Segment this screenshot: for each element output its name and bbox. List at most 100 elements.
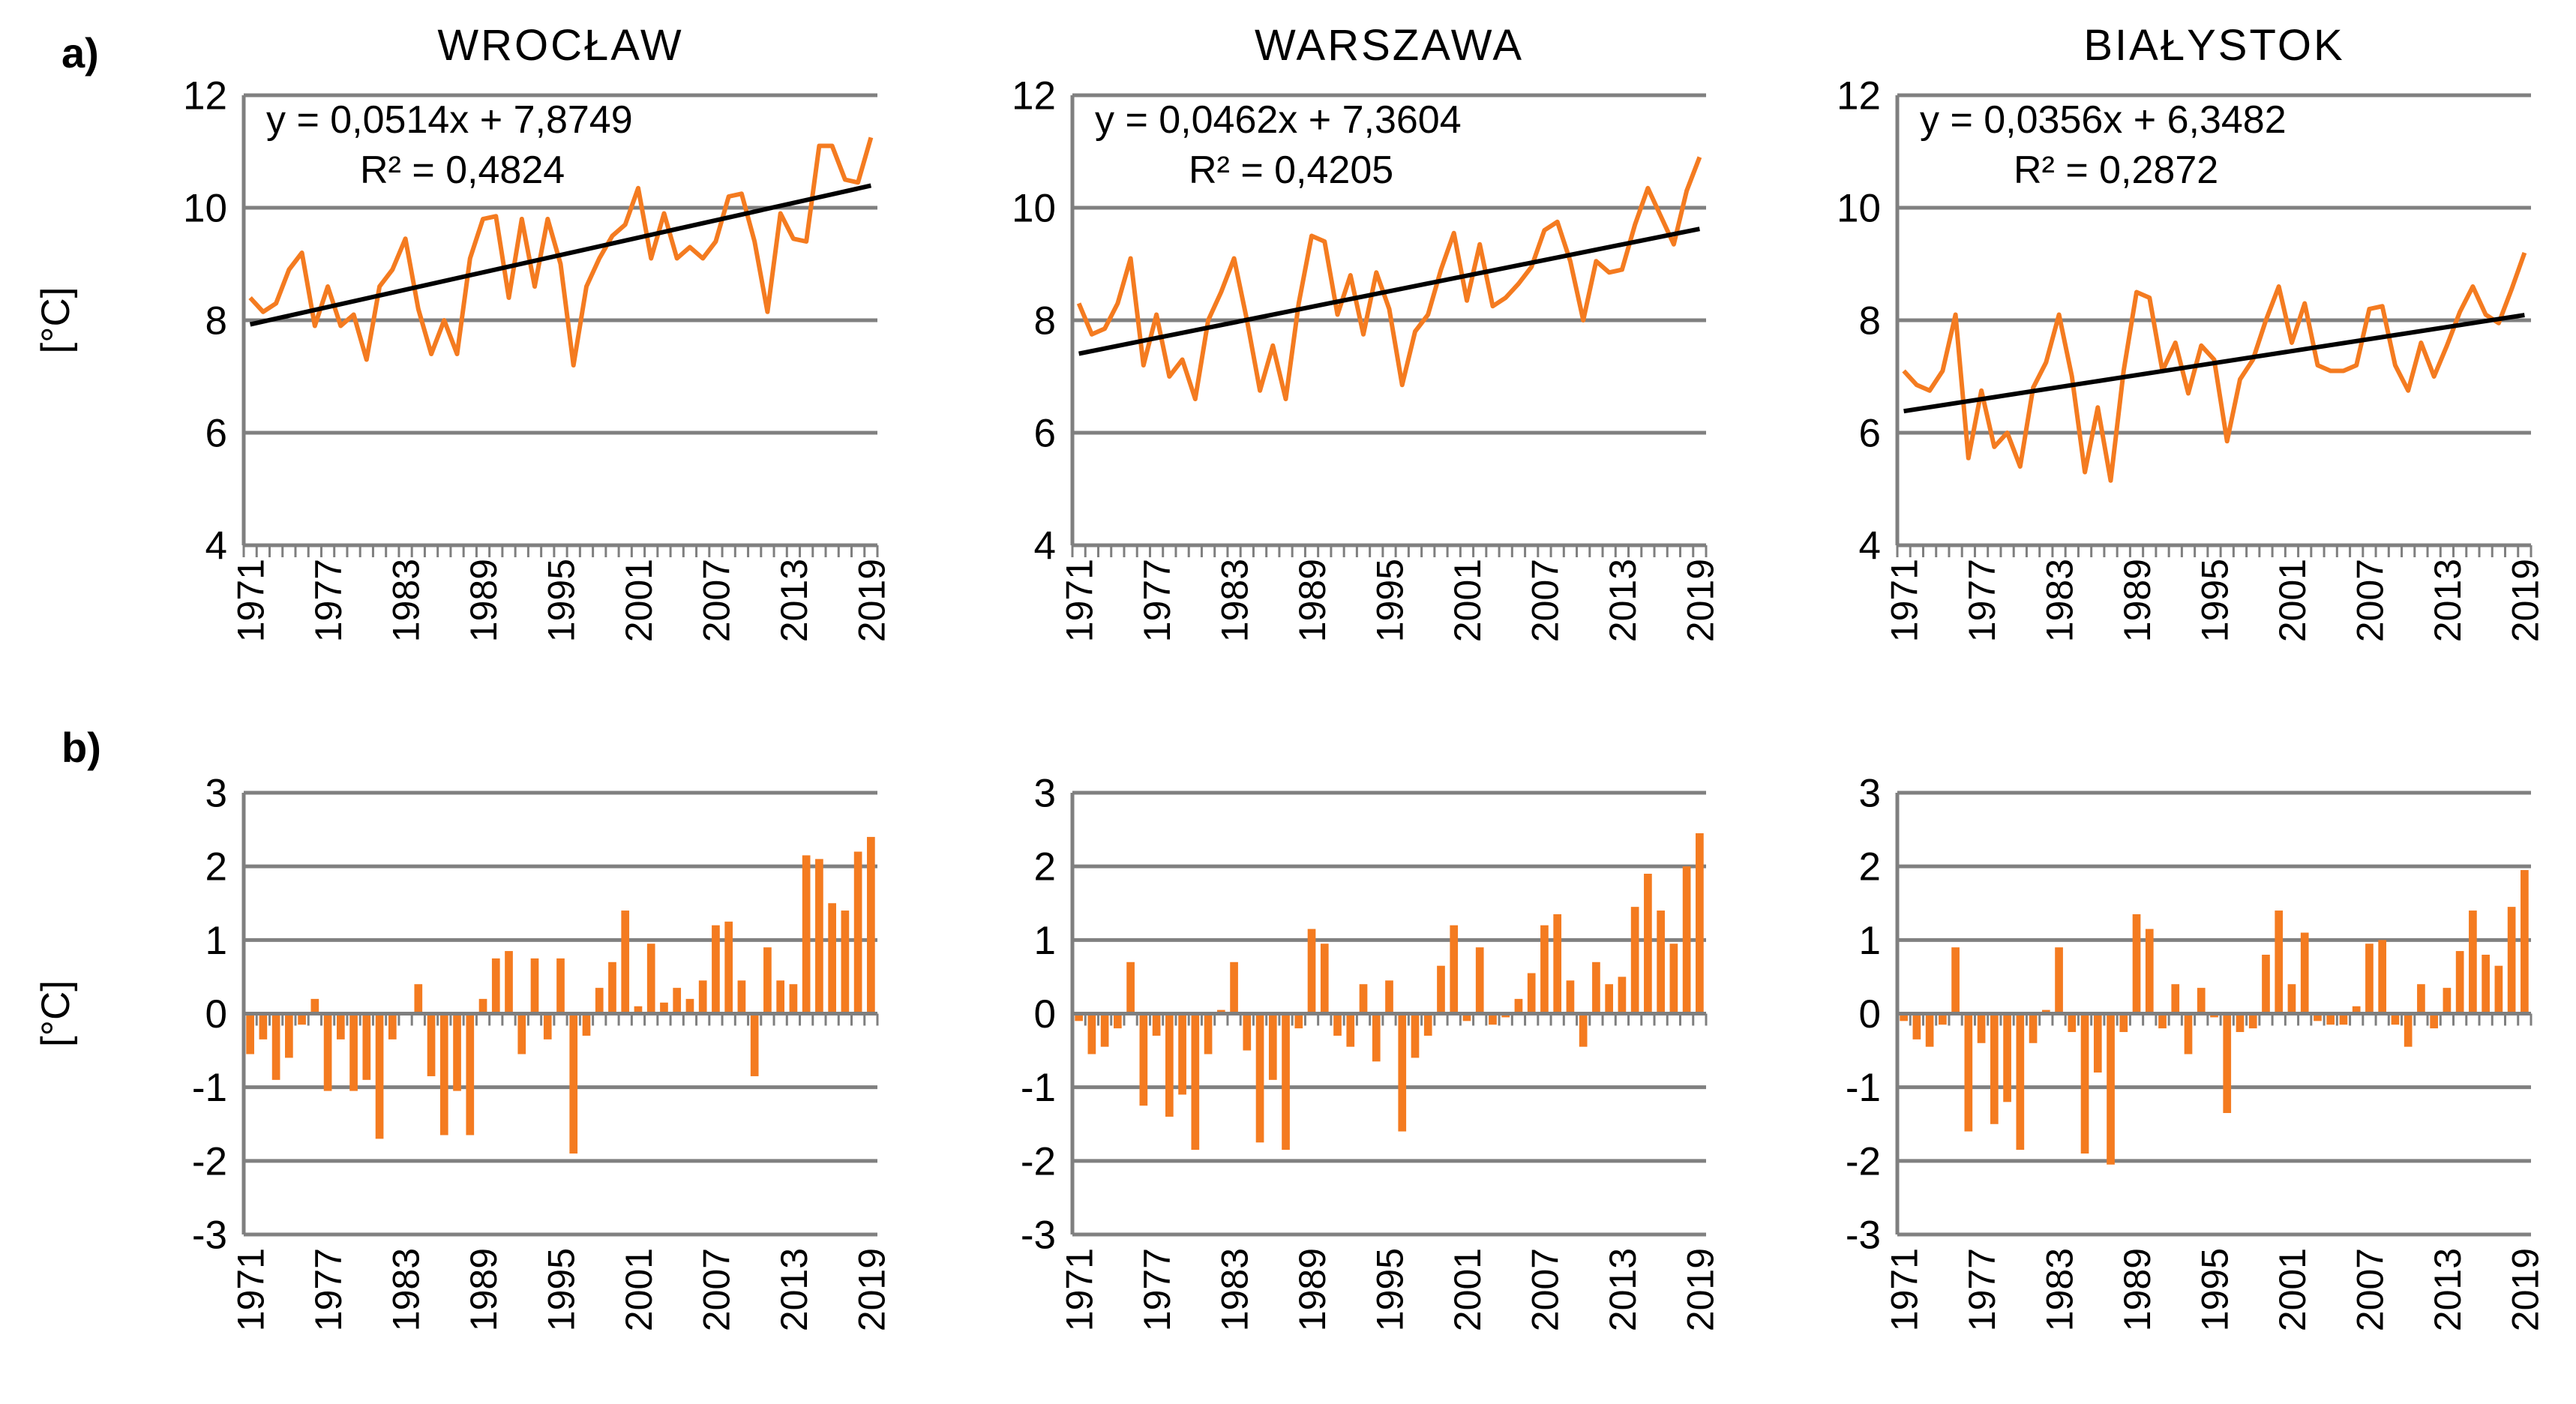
x-tick-label: 2001 — [618, 559, 660, 642]
bar — [1990, 1013, 1999, 1124]
bar — [2443, 988, 2452, 1014]
bar — [582, 1013, 591, 1036]
x-tick-label: 2007 — [695, 559, 737, 642]
bar — [1657, 910, 1665, 1014]
bar — [2339, 1013, 2348, 1025]
bar — [2171, 984, 2180, 1014]
bar — [1630, 907, 1639, 1014]
bar — [673, 988, 682, 1014]
bar — [310, 998, 319, 1014]
panel-label-b: b) — [61, 724, 101, 771]
bar — [1294, 1013, 1303, 1029]
bar — [2430, 1013, 2439, 1029]
bar — [1696, 832, 1704, 1014]
x-tick-label: 1995 — [1369, 559, 1411, 642]
bar — [2197, 988, 2206, 1014]
bar — [285, 1013, 293, 1058]
y-tick-label: 2 — [205, 845, 227, 890]
y-tick-label: -3 — [192, 1214, 227, 1258]
y-tick-label: 8 — [205, 299, 227, 344]
bar — [1579, 1013, 1588, 1047]
y-tick-label: -3 — [1021, 1214, 1056, 1258]
bar — [1540, 925, 1549, 1014]
x-tick-label: 2001 — [2272, 559, 2314, 642]
bar — [841, 910, 850, 1014]
bar — [1475, 947, 1484, 1014]
bar — [375, 1013, 384, 1139]
y-tick-label: 8 — [1034, 299, 1056, 344]
bar — [2248, 1013, 2257, 1029]
y-tick-label: 1 — [1859, 919, 1881, 963]
x-tick-label: 1995 — [2194, 559, 2236, 642]
bar — [336, 1013, 345, 1040]
bar — [2093, 1013, 2102, 1073]
bar — [621, 910, 630, 1014]
bar — [2507, 907, 2516, 1014]
x-tick-label: 2013 — [1602, 559, 1644, 642]
bar — [2107, 1013, 2115, 1165]
bar — [2275, 910, 2284, 1014]
bar — [1592, 962, 1600, 1014]
y-tick-label: 3 — [205, 772, 227, 816]
bar — [802, 855, 811, 1014]
chart-b-białystok: -3 -2 -1 0 1 2 3 1971 1977 1983 1989 1995 2001 2007 20… — [1846, 772, 2547, 1332]
bar — [1900, 1013, 1908, 1022]
bar — [2494, 965, 2503, 1014]
bar — [414, 984, 423, 1014]
bar — [698, 980, 707, 1014]
bar — [246, 1013, 254, 1054]
bar — [1243, 1013, 1252, 1051]
bar — [2455, 951, 2464, 1014]
y-tick-label: -2 — [1021, 1139, 1056, 1184]
bar — [1566, 980, 1575, 1014]
bar — [478, 998, 487, 1014]
y-tick-label: 1 — [205, 919, 227, 963]
bar — [1618, 976, 1627, 1014]
bar — [2262, 954, 2270, 1014]
bar — [2236, 1013, 2245, 1033]
bar — [712, 925, 720, 1014]
series-line — [1076, 156, 1702, 401]
x-tick-label: 1983 — [385, 559, 427, 642]
x-tick-label: 2001 — [2272, 1248, 2314, 1331]
x-tick-label: 1971 — [1884, 1248, 1926, 1331]
bar — [2417, 984, 2425, 1014]
bar — [1087, 1013, 1096, 1054]
bar — [1514, 998, 1523, 1014]
bar — [1398, 1013, 1407, 1132]
bar — [2080, 1013, 2089, 1154]
bar — [1165, 1013, 1174, 1117]
bar — [1126, 962, 1135, 1014]
x-tick-label: 2019 — [850, 1248, 892, 1331]
x-tick-label: 1995 — [541, 559, 583, 642]
bar — [491, 958, 500, 1014]
bar — [466, 1013, 475, 1136]
bar — [776, 980, 785, 1014]
x-tick-label: 1971 — [1059, 559, 1101, 642]
x-tick-label: 1989 — [463, 559, 505, 642]
bar — [1178, 1013, 1186, 1095]
bar — [427, 1013, 436, 1076]
bar — [2365, 944, 2374, 1014]
bar — [1437, 965, 1445, 1014]
bar — [1372, 1013, 1381, 1062]
y-axis-label: [°C] — [34, 980, 78, 1047]
y-tick-label: -2 — [192, 1139, 227, 1184]
bar — [530, 958, 539, 1014]
x-tick-label: 1977 — [1136, 1248, 1178, 1331]
bar — [2326, 1013, 2335, 1025]
bar — [2482, 954, 2490, 1014]
x-tick-label: 1995 — [541, 1248, 583, 1331]
bar — [763, 947, 772, 1014]
bar — [789, 984, 798, 1014]
bar — [2300, 932, 2309, 1014]
y-tick-label: -1 — [192, 1066, 227, 1110]
bar — [1527, 973, 1536, 1014]
bar — [323, 1013, 332, 1091]
bar — [2132, 914, 2141, 1014]
x-tick-label: 1989 — [463, 1248, 505, 1331]
bar — [2145, 928, 2154, 1014]
bar — [2029, 1013, 2038, 1043]
bar — [608, 962, 616, 1014]
x-tick-label: 1971 — [1884, 559, 1926, 642]
